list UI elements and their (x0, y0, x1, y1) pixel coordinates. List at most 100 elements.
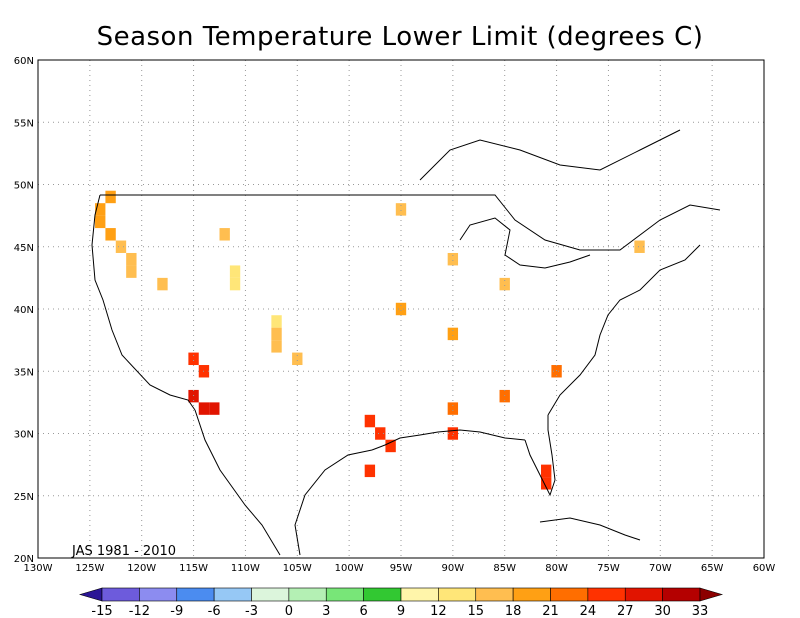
colorbar-tick-label: 24 (580, 604, 597, 618)
colorbar-tick-label: 30 (654, 604, 671, 618)
coastline-outline (91, 129, 721, 556)
longitude-label: 100W (335, 563, 364, 574)
temperature-grid (95, 190, 645, 490)
grid-cell (126, 265, 137, 278)
colorbar-tick-label: 0 (285, 604, 293, 618)
longitude-label: 65W (701, 563, 724, 574)
colorbar-swatch (662, 587, 701, 602)
latitude-label: 60N (14, 56, 34, 67)
colorbar (78, 587, 724, 602)
grid-cell (126, 252, 137, 266)
grid-cell (115, 240, 127, 253)
grid-cell (105, 228, 116, 241)
grid-cell (188, 389, 199, 403)
latitude-label: 55N (14, 118, 34, 129)
colorbar-swatch (213, 587, 252, 602)
baja-coast (194, 409, 281, 556)
longitude-label: 105W (283, 563, 312, 574)
longitude-label: 125W (75, 563, 104, 574)
great-lakes-outline (459, 217, 591, 269)
colorbar-swatch (363, 587, 402, 602)
colorbar-swatch (176, 587, 215, 602)
colorbar-swatch (624, 587, 663, 602)
colorbar-swatch (101, 587, 140, 602)
us-east-coast (547, 244, 701, 416)
map-frame (37, 59, 765, 559)
colorbar-swatch (512, 587, 551, 602)
colorbar-tick-label: 27 (617, 604, 634, 618)
longitude-label: 95W (390, 563, 413, 574)
hudson-region (419, 129, 681, 181)
grid-cell (157, 277, 168, 291)
us-west-coast (91, 194, 196, 411)
cuba-outline (539, 517, 641, 541)
period-label: JAS 1981 - 2010 (71, 544, 176, 559)
colorbar-tick-label: 18 (505, 604, 522, 618)
colorbar-low-arrow (78, 587, 103, 602)
canada-border (100, 194, 721, 251)
grid-cell (395, 302, 407, 316)
colorbar-tick-label: -15 (91, 604, 112, 618)
colorbar-swatch (139, 587, 178, 602)
grid-cell (95, 203, 106, 216)
colorbar-tick-label: -6 (208, 604, 221, 618)
colorbar-tick-label: 33 (692, 604, 709, 618)
colorbar-tick-label: 3 (322, 604, 330, 618)
florida-outline (524, 415, 556, 497)
colorbar-swatch (400, 587, 439, 602)
longitude-label: 85W (493, 563, 516, 574)
colorbar-tick-labels: -15 -12 -9 -6 -3 0 3 6 9 12 15 18 21 24 27 30 33 (91, 604, 708, 618)
grid-cell (541, 477, 552, 490)
latitude-label: 40N (14, 305, 34, 316)
grid-cell (499, 277, 510, 291)
latitude-label: 35N (14, 367, 34, 378)
lat-lon-gridlines (38, 60, 764, 558)
grid-cell (292, 352, 303, 366)
grid-cell (447, 252, 459, 266)
colorbar-tick-label: 9 (397, 604, 405, 618)
grid-cell (198, 402, 210, 415)
grid-cell (364, 464, 376, 478)
colorbar-tick-label: 15 (467, 604, 484, 618)
grid-cell (499, 389, 510, 403)
colorbar-high-arrow (699, 587, 724, 602)
grid-cell (447, 402, 459, 415)
latitude-label: 30N (14, 430, 34, 441)
grid-cell (271, 315, 282, 328)
map-title: Season Temperature Lower Limit (degrees … (96, 22, 704, 52)
latitude-label: 50N (14, 181, 34, 192)
grid-cell (95, 215, 106, 229)
grid-cell (105, 190, 116, 204)
colorbar-tick-label: 6 (359, 604, 367, 618)
longitude-label: 60W (753, 563, 776, 574)
longitude-labels: 130W 125W 120W 115W 110W 105W 100W 95W 90W 85W 80W… (24, 563, 776, 574)
latitude-label: 20N (14, 554, 34, 565)
grid-cell (385, 439, 396, 453)
colorbar-tick-label: -12 (129, 604, 150, 618)
colorbar-tick-label: -9 (170, 604, 183, 618)
latitude-label: 25N (14, 492, 34, 503)
colorbar-swatch (251, 587, 290, 602)
grid-cell (395, 203, 407, 216)
grid-cell (541, 464, 552, 478)
grid-cell (219, 228, 230, 241)
latitude-labels: 60N 55N 50N 45N 40N 35N 30N 25N 20N (14, 56, 34, 565)
gulf-coast-us (371, 429, 526, 451)
grid-cell (375, 427, 386, 440)
longitude-label: 120W (127, 563, 156, 574)
grid-cell (634, 240, 645, 253)
grid-cell (447, 427, 459, 440)
grid-cell (364, 414, 376, 428)
latitude-label: 45N (14, 243, 34, 254)
colorbar-tick-label: 21 (542, 604, 559, 618)
grid-cell (229, 265, 241, 278)
longitude-label: 80W (545, 563, 568, 574)
longitude-label: 70W (649, 563, 672, 574)
colorbar-swatch (587, 587, 626, 602)
grid-cell (551, 365, 562, 378)
colorbar-tick-label: -3 (245, 604, 258, 618)
colorbar-swatch (288, 587, 327, 602)
grid-cell (271, 340, 282, 353)
colorbar-swatch (438, 587, 477, 602)
